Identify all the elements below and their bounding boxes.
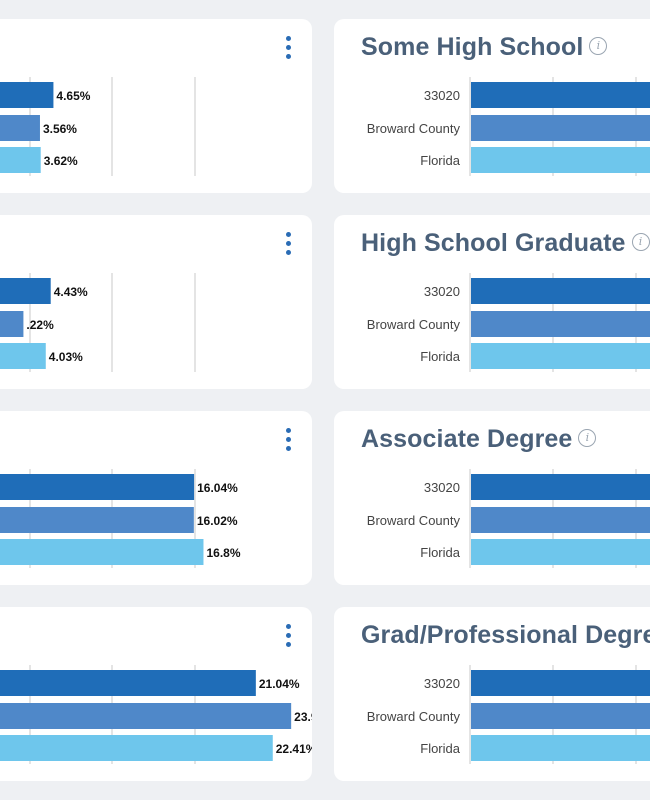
- right-chart-4: 33020 Broward County Florida: [367, 665, 650, 764]
- category-label: Florida: [420, 153, 461, 168]
- right-card-grad-professional-degree: Grad/Professional Degree 33020 Broward Co…: [334, 607, 650, 781]
- category-label: Broward County: [367, 513, 461, 528]
- bar: [0, 115, 40, 141]
- left-card-3: 16.04% 16.02% 16.8%: [0, 411, 312, 585]
- bar: [471, 474, 650, 500]
- bar: [0, 539, 204, 565]
- value-label: 4.43%: [54, 285, 88, 299]
- category-label: 33020: [424, 284, 460, 299]
- right-card-high-school-graduate: High School Graduate i 33020 Broward Count…: [334, 215, 650, 389]
- bar: [0, 311, 24, 337]
- bar: [471, 311, 650, 337]
- bar: [471, 507, 650, 533]
- left-chart-3: 16.04% 16.02% 16.8%: [0, 469, 241, 568]
- bar: [0, 474, 195, 500]
- more-options-icon[interactable]: [284, 232, 292, 258]
- left-card-1: 4.65% 3.56% 3.62%: [0, 19, 312, 193]
- category-label: 33020: [424, 480, 460, 495]
- category-label: Florida: [420, 349, 461, 364]
- info-icon[interactable]: i: [631, 233, 650, 252]
- value-label: .22%: [26, 318, 54, 332]
- bar: [0, 147, 41, 173]
- value-label: 23.9%: [294, 710, 312, 724]
- left-chart-4: 21.04% 23.9% 22.41%: [0, 665, 312, 764]
- value-label: 4.03%: [49, 350, 83, 364]
- card-title-text: Some High School: [361, 33, 584, 61]
- right-card-some-high-school: Some High School i 33020 Broward County Flo…: [334, 19, 650, 193]
- bar: [471, 147, 650, 173]
- card-title: Grad/Professional Degree: [361, 621, 650, 650]
- bar: [0, 507, 194, 533]
- left-chart-2: 4.43% .22% 4.03%: [0, 273, 196, 372]
- bar: [0, 703, 292, 729]
- value-label: 3.62%: [44, 154, 78, 168]
- right-chart-1: 33020 Broward County Florida: [367, 77, 650, 176]
- left-card-4: 21.04% 23.9% 22.41%: [0, 607, 312, 781]
- category-label: Florida: [420, 545, 461, 560]
- card-title-text: High School Graduate: [361, 229, 626, 257]
- bar: [471, 343, 650, 369]
- bar: [471, 735, 650, 761]
- category-label: Broward County: [367, 317, 461, 332]
- info-icon[interactable]: i: [578, 429, 597, 448]
- bar: [0, 343, 46, 369]
- bar: [471, 539, 650, 565]
- card-title: Some High School i: [361, 33, 608, 62]
- right-chart-3: 33020 Broward County Florida: [367, 469, 650, 568]
- value-label: 16.8%: [206, 546, 240, 560]
- category-label: 33020: [424, 676, 460, 691]
- bar: [0, 670, 256, 696]
- more-options-icon[interactable]: [284, 428, 292, 454]
- category-label: 33020: [424, 88, 460, 103]
- left-card-2: 4.43% .22% 4.03%: [0, 215, 312, 389]
- value-label: 3.56%: [43, 122, 77, 136]
- bar: [471, 82, 650, 108]
- value-label: 16.04%: [197, 481, 238, 495]
- bar: [471, 115, 650, 141]
- bar: [0, 82, 54, 108]
- value-label: 4.65%: [56, 89, 90, 103]
- right-card-associate-degree: Associate Degree i 33020 Broward County Flo…: [334, 411, 650, 585]
- value-label: 21.04%: [259, 677, 300, 691]
- more-options-icon[interactable]: [284, 36, 292, 62]
- bar: [471, 670, 650, 696]
- left-chart-1: 4.65% 3.56% 3.62%: [0, 77, 196, 176]
- category-label: Broward County: [367, 121, 461, 136]
- card-title: Associate Degree i: [361, 425, 597, 454]
- bar: [0, 278, 51, 304]
- bar: [471, 703, 650, 729]
- bar: [0, 735, 273, 761]
- card-title-text: Grad/Professional Degree: [361, 621, 650, 649]
- value-label: 22.41%: [276, 742, 312, 756]
- value-label: 16.02%: [197, 514, 238, 528]
- category-label: Florida: [420, 741, 461, 756]
- bar: [471, 278, 650, 304]
- more-options-icon[interactable]: [284, 624, 292, 650]
- info-icon[interactable]: i: [589, 37, 608, 56]
- category-label: Broward County: [367, 709, 461, 724]
- right-chart-2: 33020 Broward County Florida: [367, 273, 650, 372]
- card-title-text: Associate Degree: [361, 425, 573, 453]
- card-title: High School Graduate i: [361, 229, 650, 258]
